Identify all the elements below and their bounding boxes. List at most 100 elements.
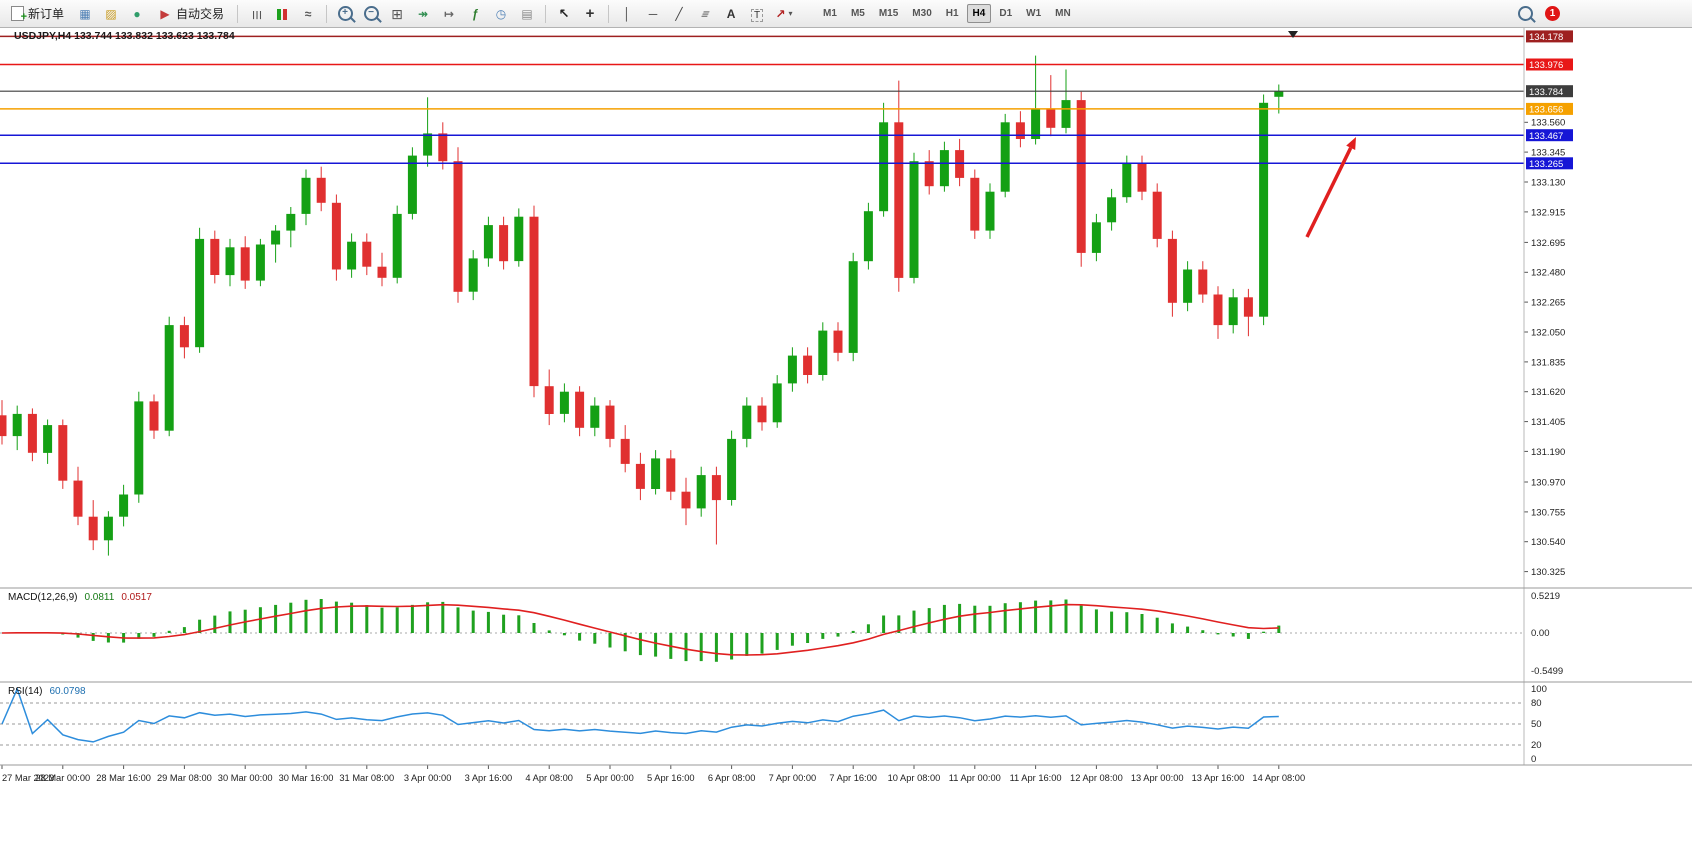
candlestick-chart-button[interactable] xyxy=(270,2,294,26)
macd-scale-label: 0.00 xyxy=(1531,628,1550,639)
candle-body xyxy=(58,425,68,481)
search-icon[interactable] xyxy=(1518,6,1533,21)
price-tick-label: 133.345 xyxy=(1531,148,1565,159)
price-badge-label: 133.467 xyxy=(1529,131,1563,142)
candle-body xyxy=(620,438,630,464)
tf-d1-button[interactable]: D1 xyxy=(999,8,1013,19)
layer-rsi xyxy=(1,686,1279,743)
line-chart-button[interactable] xyxy=(296,2,320,26)
bar-chart-button[interactable] xyxy=(244,2,268,26)
shift-marker[interactable] xyxy=(1288,31,1298,38)
price-tick-label: 131.835 xyxy=(1531,357,1565,368)
crosshair-button[interactable] xyxy=(578,2,602,26)
price-tick-label: 133.560 xyxy=(1531,118,1565,129)
time-axis-label: 30 Mar 00:00 xyxy=(218,773,273,783)
text-button[interactable] xyxy=(719,2,743,26)
candle-body xyxy=(696,475,706,509)
periods-button[interactable] xyxy=(489,2,513,26)
vertical-line-icon xyxy=(620,6,634,22)
tf-m1-button[interactable]: M1 xyxy=(823,8,837,19)
candle-body xyxy=(651,458,661,489)
trend-arrow-head[interactable] xyxy=(1346,137,1356,150)
candle-body xyxy=(88,516,98,541)
tf-mn-button[interactable]: MN xyxy=(1055,8,1071,19)
usdjpy-h4-chart[interactable]: 134.178 133.976 133.784 133.656 133.467 133.2… xyxy=(0,28,1692,849)
tf-h1-button[interactable]: H1 xyxy=(945,8,959,19)
fibonacci-button[interactable] xyxy=(693,2,717,26)
price-tick-label: 132.050 xyxy=(1531,327,1565,338)
new-order-label: 新订单 xyxy=(28,7,65,21)
candle-body xyxy=(1213,294,1223,326)
candle-body xyxy=(347,241,357,270)
candle-body xyxy=(423,133,433,156)
candle-body xyxy=(225,247,235,276)
time-axis-label: 5 Apr 16:00 xyxy=(647,773,695,783)
trend-arrow-line[interactable] xyxy=(1305,147,1353,238)
candle-body xyxy=(666,458,676,492)
market-watch-button[interactable] xyxy=(125,2,149,26)
candle-body xyxy=(134,401,144,495)
profiles-icon xyxy=(104,6,118,22)
auto-trading-button[interactable]: 自动交易 xyxy=(151,2,231,25)
price-tick-label: 130.540 xyxy=(1531,537,1565,548)
candle-body xyxy=(803,355,813,375)
tf-w1-button[interactable]: W1 xyxy=(1026,8,1042,19)
notification-badge[interactable]: 1 xyxy=(1545,6,1560,21)
arrows-button[interactable]: ▾ xyxy=(771,2,795,26)
crosshair-icon xyxy=(583,6,597,22)
time-axis-label: 11 Apr 00:00 xyxy=(949,773,1001,783)
vertical-line-button[interactable] xyxy=(615,2,639,26)
price-badge xyxy=(1526,58,1573,71)
new-order-button[interactable]: 新订单 xyxy=(4,2,71,25)
candle-body xyxy=(879,122,889,212)
layer-extras xyxy=(0,31,1692,766)
price-badge xyxy=(1526,129,1573,142)
macd-scale-label: 0.5219 xyxy=(1531,591,1560,602)
price-badge xyxy=(1526,85,1573,98)
candle-body xyxy=(1137,163,1147,192)
time-axis-label: 5 Apr 00:00 xyxy=(586,773,634,783)
candle-body xyxy=(894,122,904,278)
cursor-button[interactable] xyxy=(552,2,576,26)
candle-body xyxy=(742,405,752,439)
chevron-down-icon: ▾ xyxy=(788,9,793,18)
candle-body xyxy=(362,241,372,267)
zoom-in-button[interactable]: + xyxy=(333,2,357,26)
price-tick-label: 130.755 xyxy=(1531,507,1565,518)
rsi-label: RSI(14) 60.0798 xyxy=(8,686,86,697)
tf-m15-button[interactable]: M15 xyxy=(878,8,899,19)
trendline-button[interactable] xyxy=(667,2,691,26)
horizontal-line-button[interactable] xyxy=(641,2,665,26)
auto-trading-label: 自动交易 xyxy=(176,7,225,21)
price-badge-label: 133.976 xyxy=(1529,60,1563,71)
time-axis-label: 3 Apr 00:00 xyxy=(404,773,452,783)
time-axis-label: 27 Mar 2023 xyxy=(2,773,54,783)
tf-m5-button[interactable]: M5 xyxy=(850,8,865,19)
zoom-out-button[interactable]: − xyxy=(359,2,383,26)
time-axis-label: 28 Mar 00:00 xyxy=(35,773,90,783)
time-axis-label: 11 Apr 16:00 xyxy=(1010,773,1062,783)
tile-windows-button[interactable] xyxy=(385,2,409,26)
candle-body xyxy=(1107,197,1117,223)
indicators-button[interactable] xyxy=(463,2,487,26)
charts-list-button[interactable] xyxy=(73,2,97,26)
text-label-button[interactable] xyxy=(745,2,769,26)
tf-m30-button[interactable]: M30 xyxy=(912,8,932,19)
macd-scale-label: -0.5499 xyxy=(1531,666,1563,677)
new-order-icon xyxy=(11,6,27,25)
arrows-icon xyxy=(774,6,788,22)
auto-scroll-button[interactable] xyxy=(411,2,435,26)
candle-body xyxy=(286,213,296,231)
candle-body xyxy=(544,386,554,414)
time-axis-label: 13 Apr 00:00 xyxy=(1131,773,1184,783)
templates-button[interactable] xyxy=(515,2,539,26)
price-tick-label: 130.970 xyxy=(1531,477,1565,488)
profiles-button[interactable] xyxy=(99,2,123,26)
layer-candles xyxy=(0,55,1284,556)
horizontal-line-icon xyxy=(646,6,660,22)
time-axis-label: 30 Mar 16:00 xyxy=(279,773,334,783)
chart-shift-button[interactable] xyxy=(437,2,461,26)
tf-h4-button[interactable]: H4 xyxy=(966,4,992,23)
candle-body xyxy=(575,391,585,428)
